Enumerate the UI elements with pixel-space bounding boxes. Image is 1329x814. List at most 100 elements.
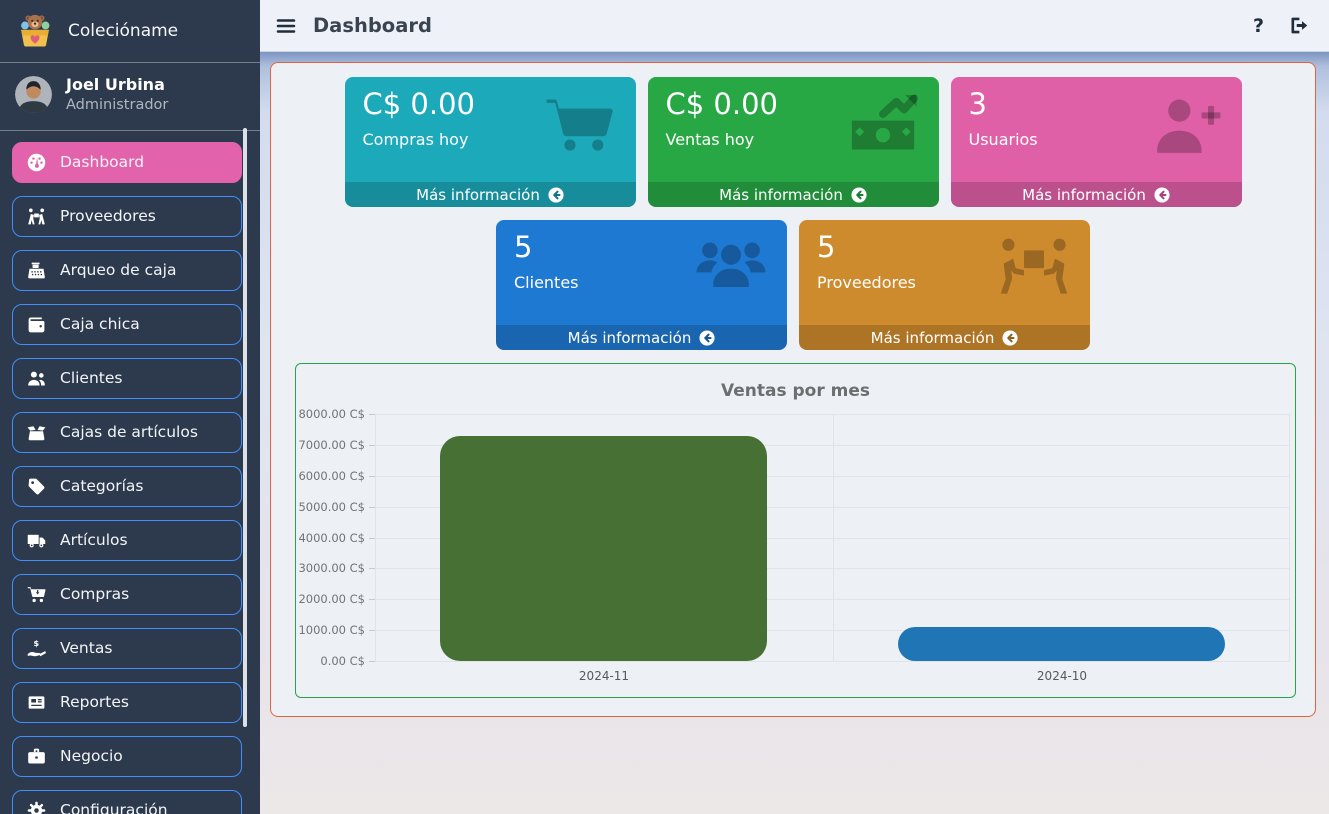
box-value: 5 [817,230,836,264]
newspaper-icon [28,696,45,709]
more-info-link[interactable]: Más información [344,182,636,207]
gridline [375,599,1290,600]
gridline [375,507,1290,508]
sidebar-item-label: Categorías [60,477,144,496]
sidebar-item-compras[interactable]: Compras [12,573,242,615]
logout-icon[interactable] [1288,15,1309,36]
sidebar-item-label: Reportes [60,693,129,712]
gridline [375,568,1290,569]
x-axis-label: 2024-10 [1036,669,1088,683]
y-tickmark [369,414,375,415]
teddy-bear-box-icon [21,14,50,47]
sidebar-item-arqueo-de-caja[interactable]: Arqueo de caja [12,249,242,291]
sales-chart-card: Ventas por mes 8000.00 C$ 7000.00 C$ 6000.… [295,363,1296,698]
x-axis-label: 2024-11 [578,669,630,683]
info-box-row-1: C$ 0.00 Compras hoy Más información [271,77,1315,207]
box-label: Clientes [514,273,579,292]
y-axis-label: 5000.00 C$ [298,500,365,514]
sidebar-item-cajas-de-articulos[interactable]: Cajas de artículos [12,411,242,453]
money-trend-up-icon [843,91,923,157]
avatar [15,76,52,114]
gridline [375,630,1290,631]
sidebar-item-categorias[interactable]: Categorías [12,465,242,507]
sidebar-menu: Dashboard Proveedores [0,131,260,814]
page-title: Dashboard [313,14,432,37]
gridline [375,445,1290,446]
y-tickmark [369,568,375,569]
circle-arrow-left-icon [548,186,564,203]
sidebar-item-articulos[interactable]: Artículos [12,519,242,561]
box-label: Ventas hoy [665,130,755,149]
svg-text:$: $ [33,638,39,648]
tag-icon [28,478,45,494]
truck-icon [27,534,46,547]
sidebar-scrollbar[interactable] [243,128,247,727]
chart-plot-area [369,414,1290,662]
sidebar-item-label: Cajas de artículos [60,423,198,442]
y-tickmark [369,630,375,631]
circle-arrow-left-icon [699,329,715,346]
more-info-link[interactable]: Más información [799,325,1090,350]
sidebar-item-proveedores[interactable]: Proveedores [12,195,242,237]
y-axis-label: 1000.00 C$ [298,623,365,637]
brand[interactable]: Colecióname [0,0,260,63]
box-value: C$ 0.00 [362,87,476,121]
more-info-link[interactable]: Más información [950,182,1242,207]
vertical-gridline [1289,414,1290,661]
help-button[interactable]: ? [1252,14,1264,37]
sidebar-item-label: Proveedores [60,207,156,226]
sidebar-item-clientes[interactable]: Clientes [12,357,242,399]
sidebar-item-label: Compras [60,585,130,604]
user-role: Administrador [66,96,169,113]
gear-icon [27,801,46,814]
y-tickmark [369,476,375,477]
box-value: 5 [514,230,533,264]
box-label: Proveedores [817,273,916,292]
more-info-link[interactable]: Más información [496,325,787,350]
box-open-icon [27,425,46,440]
y-axis-label: 4000.00 C$ [298,531,365,545]
circle-arrow-left-icon [1154,186,1170,203]
y-tickmark [369,599,375,600]
sidebar-item-configuracion[interactable]: Configuración [12,789,242,814]
sidebar-item-negocio[interactable]: Negocio [12,735,242,777]
box-value: C$ 0.00 [665,87,779,121]
sidebar-item-label: Artículos [60,531,128,550]
top-navbar: Dashboard ? [260,0,1329,52]
y-tickmark [369,538,375,539]
sidebar-item-label: Caja chica [60,315,140,334]
sidebar-item-label: Arqueo de caja [60,261,177,280]
brand-title: Colecióname [68,21,179,41]
suppliers-icon [28,208,45,225]
hamburger-menu-icon[interactable] [274,14,298,38]
y-axis-label: 6000.00 C$ [298,469,365,483]
sidebar-item-label: Configuración [60,801,168,814]
y-axis-label: 0.00 C$ [320,654,365,668]
users-group-icon [691,234,771,300]
sidebar-item-ventas[interactable]: $ Ventas [12,627,242,669]
sidebar-item-label: Negocio [60,747,123,766]
gridline [375,414,1290,415]
briefcase-icon [28,748,45,764]
chart-title: Ventas por mes [720,381,870,401]
hand-holding-dollar-icon: $ [27,638,46,656]
box-value: 3 [968,87,987,121]
gauge-icon [27,153,46,171]
sidebar-item-reportes[interactable]: Reportes [12,681,242,723]
box-label: Compras hoy [362,130,469,149]
y-axis-label: 2000.00 C$ [298,592,365,606]
gridline [375,661,1290,662]
y-axis-label: 3000.00 C$ [298,561,365,575]
sidebar-item-caja-chica[interactable]: Caja chica [12,303,242,345]
cart-arrow-down-icon [27,586,46,602]
user-name: Joel Urbina [66,75,165,94]
more-info-link[interactable]: Más información [647,182,939,207]
sidebar: Colecióname Joel Urbina Administrador [0,0,260,814]
wallet-icon [28,317,45,333]
sidebar-item-label: Ventas [60,639,113,658]
user-panel[interactable]: Joel Urbina Administrador [0,63,260,131]
sidebar-item-dashboard[interactable]: Dashboard [12,141,242,183]
users-icon [28,371,45,386]
y-tickmark [369,661,375,662]
shopping-cart-icon [540,91,620,157]
